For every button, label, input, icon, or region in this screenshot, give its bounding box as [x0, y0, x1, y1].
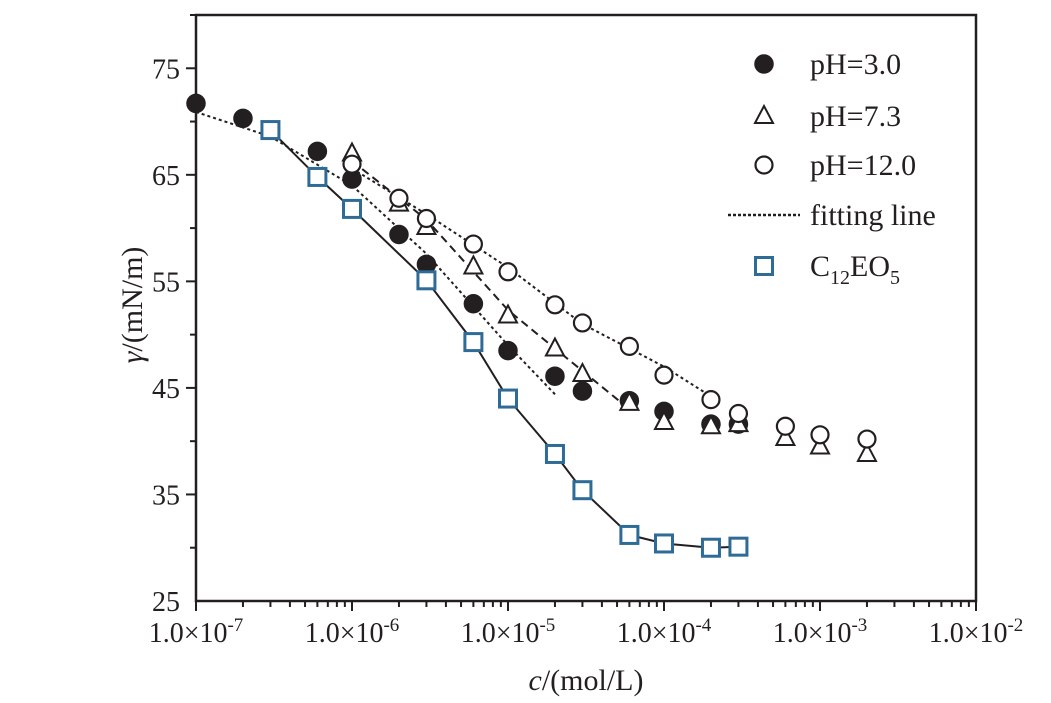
point-ph12-11 [728, 403, 749, 424]
legend-label-c12eo5: C12EO5 [810, 250, 900, 289]
plot-frame [194, 13, 978, 603]
c12eo5-sub-2: 5 [890, 267, 900, 289]
legend-label-ph3: pH=3.0 [810, 48, 901, 81]
x-tick-label: 1.0×10-3 [773, 615, 868, 649]
point-ph3-7 [463, 293, 484, 314]
point-ph12-12 [775, 416, 795, 436]
point-c12eo5-12 [728, 536, 749, 557]
point-c12eo5-6 [498, 388, 518, 409]
point-ph12-14 [857, 429, 877, 449]
y-tick-label: 55 [152, 267, 180, 298]
point-ph7-8 [618, 390, 641, 411]
point-ph12-10 [701, 390, 721, 410]
y-tick-label: 65 [152, 161, 180, 192]
legend-label-ph7: pH=7.3 [810, 100, 901, 133]
data-markers [186, 93, 878, 558]
legend-marker-c12eo5 [754, 256, 774, 276]
y-axis-title: γ/(mN/m) [116, 247, 149, 364]
x-tick-mantissa: 1.0×10 [461, 618, 540, 649]
point-ph7-6 [544, 336, 566, 357]
point-ph3-2 [233, 108, 253, 129]
x-tick-exponent: -7 [227, 615, 243, 636]
point-c12eo5-9 [619, 524, 640, 545]
point-c12eo5-10 [654, 533, 674, 554]
point-c12eo5-4 [416, 270, 437, 291]
legend-marker-ph3 [754, 54, 774, 74]
point-ph3-10 [572, 381, 593, 401]
point-ph7-10 [700, 414, 722, 435]
point-ph7-7 [571, 361, 594, 383]
point-c12eo5-3 [342, 198, 362, 219]
c12eo5-base-2: EO [850, 250, 890, 283]
point-c12eo5-11 [700, 537, 721, 558]
y-tick-label: 35 [152, 480, 180, 511]
x-tick-label: 1.0×10-7 [149, 615, 244, 649]
point-ph7-13 [809, 434, 831, 455]
x-axis: 1.0×10-7 1.0×10-6 1.0×10-5 1.0×10-4 1.0×10-3… [149, 601, 1024, 649]
point-ph3-5 [389, 224, 409, 245]
x-tick-exponent: -4 [695, 615, 711, 636]
y-tick-label: 25 [152, 587, 180, 618]
point-c12eo5-8 [572, 480, 593, 501]
c12eo5-base-1: C [810, 250, 830, 283]
x-tick-exponent: -6 [383, 615, 399, 636]
x-tick-label: 1.0×10-5 [461, 615, 556, 649]
legend-marker-ph12 [754, 155, 774, 175]
x-tick-mantissa: 1.0×10 [149, 618, 228, 649]
y-tick-label: 75 [152, 54, 180, 85]
point-ph12-6 [545, 295, 565, 315]
x-axis-title: c/(mol/L) [529, 664, 644, 697]
x-tick-label: 1.0×10-2 [929, 615, 1024, 649]
point-ph12-1 [342, 154, 362, 174]
point-ph3-9 [545, 366, 565, 386]
x-tick-mantissa: 1.0×10 [929, 618, 1008, 649]
c12eo5-line [269, 129, 739, 549]
point-ph7-5 [497, 303, 519, 324]
legend: pH=3.0 pH=7.3 pH=12.0 fitting line C12EO5 [728, 48, 936, 289]
point-ph7-14 [856, 441, 878, 462]
point-ph12-2 [389, 188, 409, 208]
c12eo5-sub-1: 12 [830, 267, 850, 289]
point-ph3-8 [498, 340, 518, 361]
c12eo5-connecting-line [269, 129, 739, 549]
x-tick-mantissa: 1.0×10 [773, 618, 852, 649]
legend-label-ph12: pH=12.0 [810, 149, 916, 182]
x-tick-mantissa: 1.0×10 [305, 618, 384, 649]
point-c12eo5-5 [463, 332, 484, 353]
x-tick-mantissa: 1.0×10 [617, 618, 696, 649]
point-ph7-9 [653, 409, 675, 431]
x-tick-exponent: -5 [539, 615, 555, 636]
point-ph7-4 [462, 254, 485, 275]
point-ph12-3 [416, 208, 437, 229]
point-ph12-5 [498, 262, 518, 282]
legend-marker-ph7 [753, 103, 775, 124]
x-tick-label: 1.0×10-6 [305, 615, 400, 649]
point-ph12-7 [572, 313, 593, 333]
point-c12eo5-1 [260, 120, 281, 141]
point-ph12-4 [463, 234, 483, 254]
y-axis: 25 35 45 55 65 75 [152, 14, 196, 618]
point-c12eo5-7 [544, 443, 565, 464]
x-tick-exponent: -3 [851, 615, 867, 636]
point-c12eo5-2 [307, 166, 328, 187]
point-ph3-3 [307, 141, 328, 162]
point-ph12-8 [619, 336, 639, 356]
fitting-lines [195, 111, 712, 410]
fitting-line-2 [351, 160, 631, 410]
x-tick-exponent: -2 [1007, 615, 1023, 636]
y-tick-label: 45 [152, 374, 180, 405]
x-tick-label: 1.0×10-4 [617, 615, 712, 649]
legend-label-fitting-line: fitting line [810, 199, 936, 232]
point-ph12-9 [654, 365, 674, 385]
point-ph7-12 [774, 425, 797, 446]
point-ph12-13 [810, 425, 830, 445]
